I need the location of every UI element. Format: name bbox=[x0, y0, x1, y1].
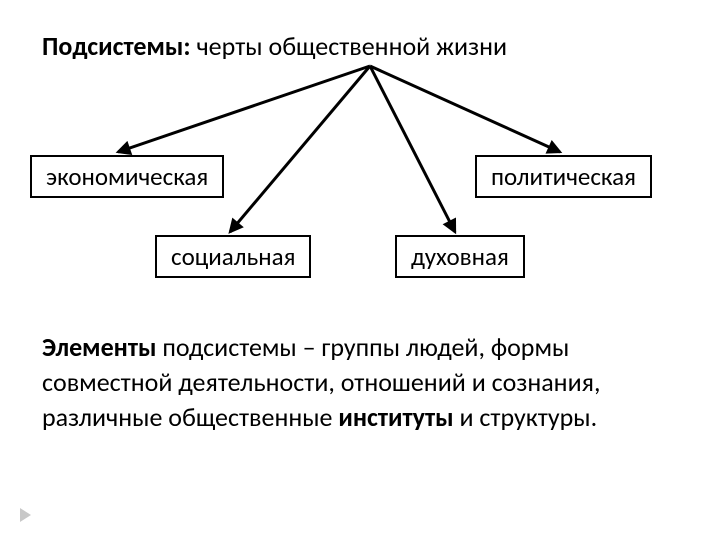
arrow-to-economic bbox=[118, 66, 370, 152]
page-title: Подсистемы: черты общественной жизни bbox=[42, 30, 507, 62]
paragraph-run: и структуры. bbox=[454, 401, 598, 433]
node-political: политическая bbox=[475, 155, 652, 198]
node-economic: экономическая bbox=[30, 155, 224, 198]
arrow-to-political bbox=[370, 66, 560, 152]
arrows-svg bbox=[0, 0, 720, 540]
paragraph-run: Элементы bbox=[42, 331, 157, 363]
node-spiritual: духовная bbox=[395, 235, 525, 278]
slide-corner-icon bbox=[20, 508, 31, 522]
paragraph-run: институты bbox=[338, 401, 453, 433]
arrow-to-social bbox=[230, 66, 370, 232]
title-rest: черты общественной жизни bbox=[191, 30, 507, 62]
description-paragraph: Элементы подсистемы – группы людей, форм… bbox=[42, 330, 662, 435]
title-bold: Подсистемы: bbox=[42, 30, 191, 62]
arrow-to-spiritual bbox=[370, 66, 455, 232]
node-social: социальная bbox=[155, 235, 311, 278]
